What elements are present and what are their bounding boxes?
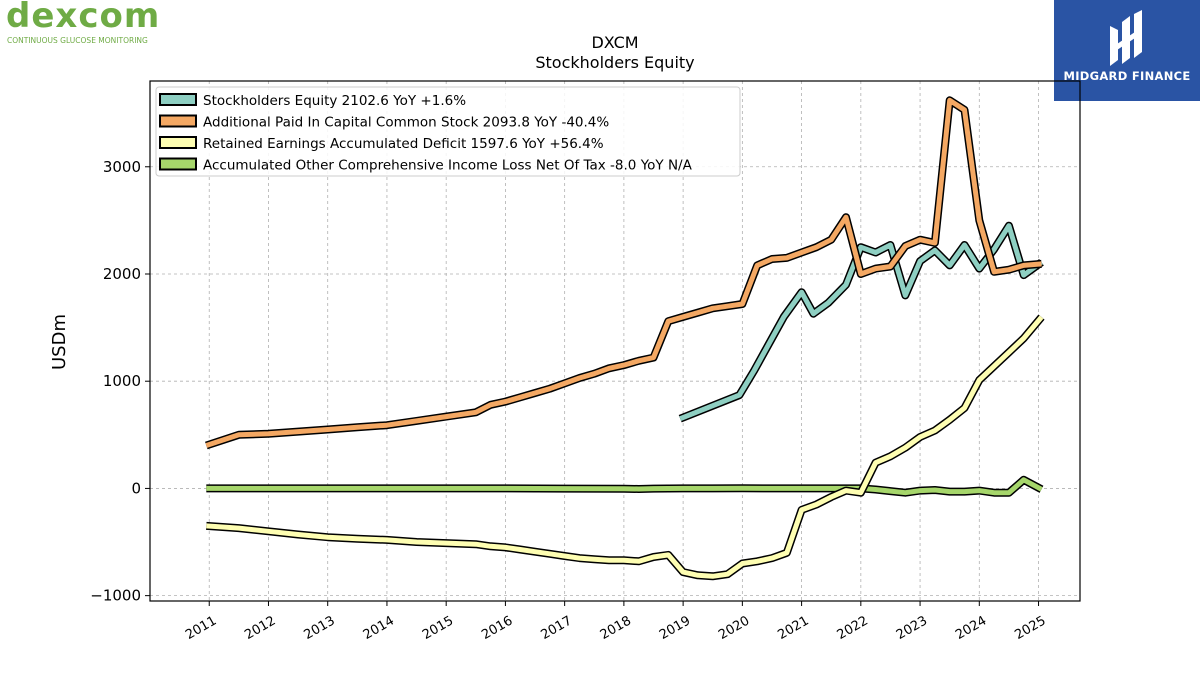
- legend-entry-label: Retained Earnings Accumulated Deficit 15…: [203, 136, 604, 152]
- legend-box: [155, 86, 741, 177]
- x-tick-label: 2013: [302, 613, 338, 643]
- series-line-accumulated-other-comprehensive-income-loss-net-of-tax: [206, 477, 1043, 496]
- legend-entry-label: Additional Paid In Capital Common Stock …: [203, 115, 609, 131]
- legend-entry-label: Accumulated Other Comprehensive Income L…: [203, 158, 693, 174]
- x-tick-label: 2020: [716, 613, 752, 643]
- chart-subtitle: Stockholders Equity: [535, 53, 694, 72]
- y-tick-label: 1000: [103, 372, 141, 390]
- y-tick-label: 3000: [103, 158, 141, 176]
- chart-legend: Stockholders Equity 2102.6 YoY +1.6% Addi…: [155, 86, 741, 177]
- legend-entry-label: Stockholders Equity 2102.6 YoY +1.6%: [203, 93, 466, 109]
- legend-swatch: [159, 93, 197, 106]
- y-axis-ticks: −1000 0 1000 2000 3000: [90, 158, 150, 605]
- x-tick-label: 2023: [894, 613, 930, 643]
- dexcom-logo: dexcom CONTINUOUS GLUCOSE MONITORING: [6, 0, 176, 46]
- x-tick-label: 2016: [479, 613, 515, 643]
- midgard-monogram-icon: [1110, 10, 1142, 66]
- x-tick-label: 2024: [953, 613, 989, 643]
- plot-frame: [149, 80, 1081, 602]
- y-axis-label: USDm: [49, 314, 70, 370]
- legend-swatch: [159, 157, 197, 171]
- series-lines: [205, 96, 1045, 581]
- midgard-finance-wordmark: MIDGARD FINANCE: [1063, 69, 1191, 83]
- x-tick-label: 2021: [775, 613, 811, 643]
- dexcom-tagline: CONTINUOUS GLUCOSE MONITORING: [7, 36, 148, 45]
- x-tick-label: 2012: [242, 613, 278, 643]
- y-tick-label: −1000: [90, 587, 141, 605]
- legend-swatch: [159, 136, 197, 149]
- chart-title: DXCM: [591, 33, 638, 52]
- x-tick-label: 2025: [1012, 613, 1048, 643]
- midgard-finance-logo: MIDGARD FINANCE: [1054, 0, 1200, 101]
- x-axis-ticks: 2011 2012 2013 2014 2015 2016 2017 2018 2019 2020…: [183, 601, 1049, 643]
- x-tick-label: 2011: [183, 613, 219, 643]
- dexcom-wordmark: dexcom: [6, 0, 161, 36]
- legend-swatch: [159, 114, 197, 128]
- series-line-retained-earnings-accumulated-deficit: [206, 315, 1044, 579]
- x-tick-label: 2018: [598, 613, 634, 643]
- x-tick-label: 2014: [361, 613, 397, 643]
- y-tick-label: 0: [131, 479, 141, 497]
- x-tick-label: 2017: [538, 613, 574, 643]
- series-line-additional-paid-in-capital-common-stock: [205, 97, 1042, 448]
- y-tick-label: 2000: [103, 265, 141, 283]
- x-tick-label: 2015: [420, 613, 456, 643]
- x-tick-label: 2022: [835, 613, 871, 643]
- x-tick-label: 2019: [657, 613, 693, 643]
